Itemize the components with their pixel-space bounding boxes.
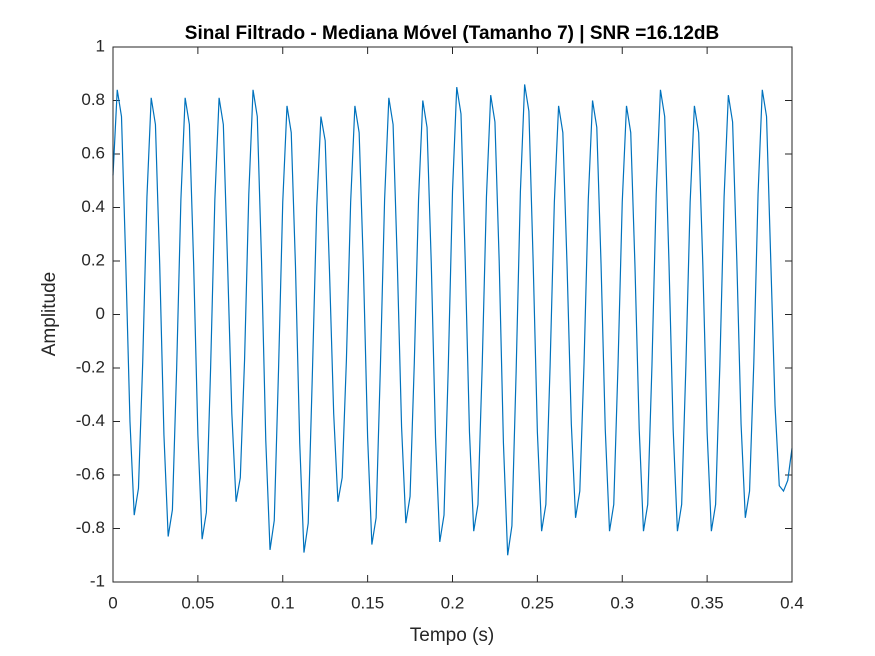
y-tick-label: -0.4 (76, 411, 105, 430)
x-tick-label: 0.1 (271, 593, 295, 612)
x-tick-label: 0.3 (610, 593, 634, 612)
x-tick-label: 0 (108, 593, 117, 612)
x-tick-label: 0.25 (521, 593, 554, 612)
chart-title: Sinal Filtrado - Mediana Móvel (Tamanho … (185, 23, 719, 44)
y-tick-label: 0.4 (81, 197, 105, 216)
y-tick-label: 0 (96, 304, 105, 323)
x-axis-label: Tempo (s) (410, 625, 494, 646)
x-tick-label: 0.15 (351, 593, 384, 612)
y-tick-label: -1 (90, 571, 105, 590)
y-tick-label: 0.8 (81, 90, 105, 109)
x-tick-label: 0.2 (441, 593, 465, 612)
plot-area (113, 47, 792, 582)
x-tick-label: 0.4 (780, 593, 804, 612)
y-axis-label: Amplitude (39, 272, 60, 357)
y-tick-label: -0.6 (76, 464, 105, 483)
y-tick-label: 0.6 (81, 143, 105, 162)
y-tick-label: 1 (96, 36, 105, 55)
y-tick-label: -0.2 (76, 357, 105, 376)
x-tick-label: 0.05 (181, 593, 214, 612)
axes-box (112, 46, 793, 583)
y-tick-label: 0.2 (81, 250, 105, 269)
y-tick-label: -0.8 (76, 518, 105, 537)
signal-line (112, 84, 793, 556)
x-tick-label: 0.35 (691, 593, 724, 612)
